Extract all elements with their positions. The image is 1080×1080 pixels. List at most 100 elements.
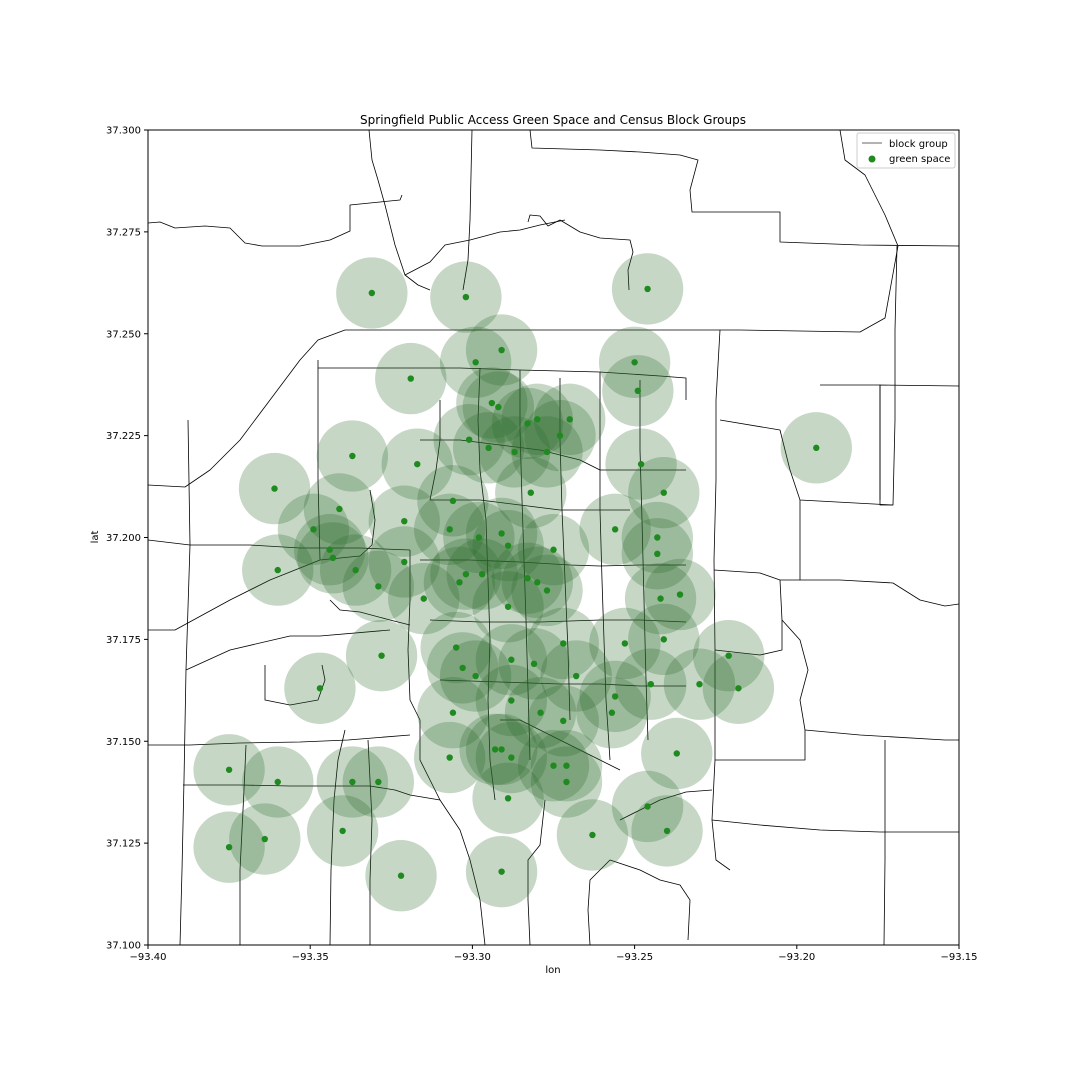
green-space-point	[329, 554, 337, 562]
green-space-point	[611, 526, 619, 533]
legend-green-space-label: green space	[889, 154, 950, 165]
green-space-point	[550, 762, 557, 769]
green-space-point	[504, 795, 512, 802]
green-space-point	[261, 835, 268, 843]
green-space-point	[316, 685, 324, 692]
green-space-point	[498, 868, 505, 875]
green-space-point	[462, 293, 470, 301]
green-space-point	[644, 803, 651, 810]
x-tick-label: −93.25	[616, 952, 653, 963]
green-space-point	[631, 359, 638, 366]
green-space-point	[498, 746, 505, 753]
green-space-point	[504, 542, 512, 549]
green-space-point	[401, 518, 408, 525]
y-tick-label: 37.150	[106, 737, 141, 748]
green-space-point	[537, 709, 544, 716]
green-space-point	[407, 375, 414, 382]
block-group-boundaries	[148, 130, 959, 945]
green-space-point	[654, 534, 661, 541]
green-space-point	[696, 681, 703, 688]
green-space-point	[414, 460, 421, 468]
green-space-point	[634, 387, 642, 394]
green-space-point	[563, 778, 570, 786]
green-space-point	[310, 526, 317, 533]
green-space-point	[397, 872, 405, 879]
green-space-point	[735, 685, 742, 692]
green-space-point	[339, 827, 346, 835]
green-space-point	[375, 778, 382, 786]
green-space-point	[660, 636, 667, 643]
green-space-point	[349, 778, 356, 786]
plot-area	[148, 130, 959, 945]
green-space-point	[478, 570, 486, 578]
green-space-point	[530, 660, 538, 668]
green-space-point	[485, 444, 492, 452]
green-space-point	[589, 831, 596, 839]
y-tick-label: 37.200	[106, 533, 141, 544]
y-tick-label: 37.125	[106, 839, 141, 850]
green-space-point	[375, 583, 382, 590]
legend-box	[856, 132, 956, 169]
y-tick-label: 37.175	[106, 635, 141, 646]
x-tick-label: −93.40	[129, 952, 166, 963]
green-space-point	[524, 575, 531, 582]
green-space-point	[456, 579, 463, 586]
green-space-point	[527, 489, 534, 496]
green-space-point	[673, 750, 680, 757]
green-space-point	[543, 448, 551, 456]
green-space-point	[472, 359, 479, 366]
y-axis: 37.100 37.125 37.150 37.175 37.200 37.225 37.2…	[106, 126, 148, 952]
green-space-point	[647, 681, 655, 688]
green-space-point	[644, 285, 651, 293]
green-space-point	[637, 460, 645, 468]
green-space-point	[488, 399, 496, 407]
green-space-point	[508, 697, 515, 704]
x-tick-label: −93.20	[778, 952, 815, 963]
green-space-point	[621, 640, 629, 647]
y-tick-label: 37.275	[106, 227, 141, 238]
x-tick-label: −93.35	[292, 952, 329, 963]
green-space-point	[274, 566, 281, 574]
green-space-point	[462, 570, 470, 578]
green-space-buffers	[193, 253, 852, 912]
green-space-point	[813, 444, 820, 452]
y-tick-label: 37.250	[106, 329, 141, 340]
green-space-point	[368, 289, 376, 297]
green-space-point	[534, 579, 541, 586]
green-space-point	[491, 746, 499, 753]
green-space-point	[725, 652, 732, 659]
green-space-point	[449, 709, 457, 716]
green-space-point	[508, 656, 515, 663]
green-space-point	[660, 489, 667, 496]
green-space-point	[657, 595, 664, 602]
green-space-point	[401, 558, 408, 566]
legend: block group green space	[856, 132, 956, 169]
green-space-point	[225, 766, 233, 773]
green-space-point	[663, 827, 671, 835]
y-tick-label: 37.225	[106, 431, 141, 442]
green-space-point	[472, 672, 479, 680]
legend-green-space-marker	[868, 155, 876, 163]
chart-title: Springfield Public Access Green Space an…	[360, 113, 746, 127]
green-space-point	[534, 416, 541, 423]
green-space-point	[446, 526, 453, 533]
green-space-point	[524, 420, 531, 427]
green-space-point	[352, 566, 359, 574]
green-space-point	[465, 436, 473, 443]
green-space-point	[611, 693, 619, 700]
green-space-point	[274, 778, 281, 786]
y-axis-label: lat	[90, 531, 101, 544]
x-tick-label: −93.30	[454, 952, 491, 963]
green-space-point	[446, 754, 453, 761]
green-space-point	[225, 844, 233, 851]
green-space-point	[326, 546, 333, 553]
green-space-point	[452, 644, 460, 651]
green-space-point	[495, 403, 502, 411]
green-space-point	[563, 762, 570, 769]
green-space-point	[336, 505, 343, 513]
green-space-point	[349, 452, 356, 460]
green-space-point	[498, 346, 505, 354]
green-space-point	[459, 664, 466, 672]
green-space-point	[504, 603, 512, 610]
